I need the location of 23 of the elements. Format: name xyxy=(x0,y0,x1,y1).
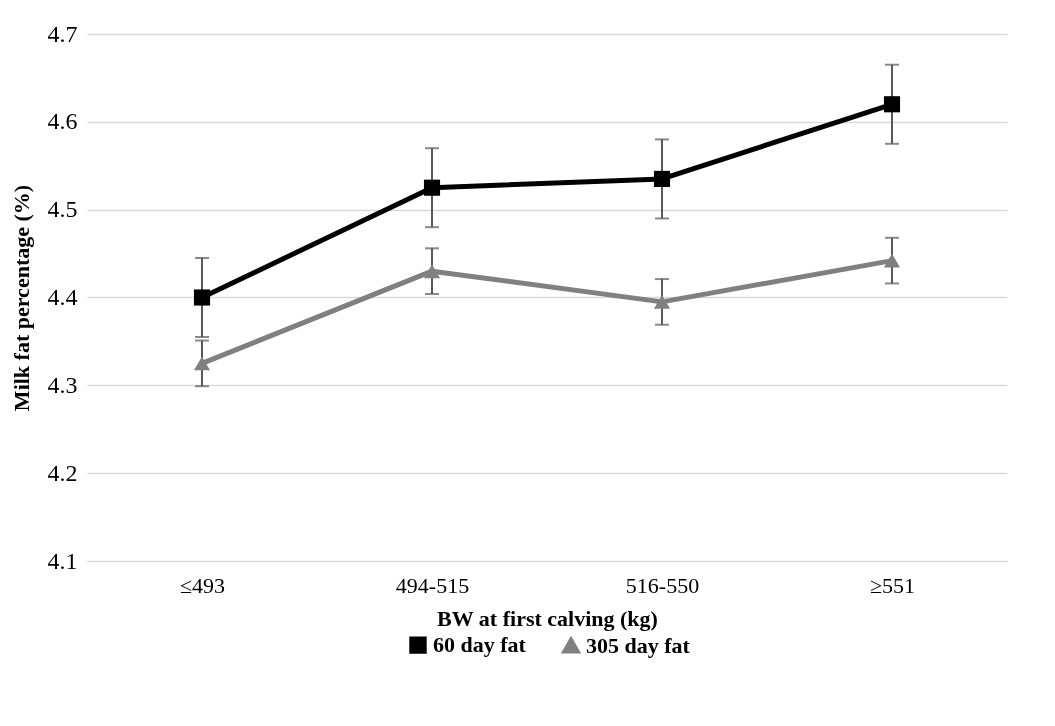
point xyxy=(423,179,441,196)
y-tick-label: 4.5 xyxy=(47,196,78,223)
legend-label: 60 day fat xyxy=(433,632,527,658)
y-tick-label: 4.6 xyxy=(47,108,78,135)
point xyxy=(653,294,671,309)
point xyxy=(883,253,901,268)
y-axis-title: Milk fat percentage (%) xyxy=(8,184,34,412)
x-tick-label: ≤493 xyxy=(179,572,226,598)
point xyxy=(193,289,211,306)
x-tick-label: 516-550 xyxy=(625,572,700,598)
y-tick-label: 4.7 xyxy=(47,20,78,47)
point xyxy=(653,170,671,187)
x-tick-label: 494-515 xyxy=(395,572,470,598)
y-tick-label: 4.2 xyxy=(47,459,78,486)
point xyxy=(193,356,211,371)
y-tick-label: 4.4 xyxy=(47,284,78,310)
point xyxy=(883,96,901,113)
legend-label: 305 day fat xyxy=(586,632,691,658)
point xyxy=(423,264,441,279)
x-tick-label: ≥551 xyxy=(869,572,916,598)
y-tick-label: 4.1 xyxy=(47,547,78,574)
x-axis-title: BW at first calving (kg) xyxy=(437,605,658,631)
y-tick-label: 4.3 xyxy=(47,371,78,398)
